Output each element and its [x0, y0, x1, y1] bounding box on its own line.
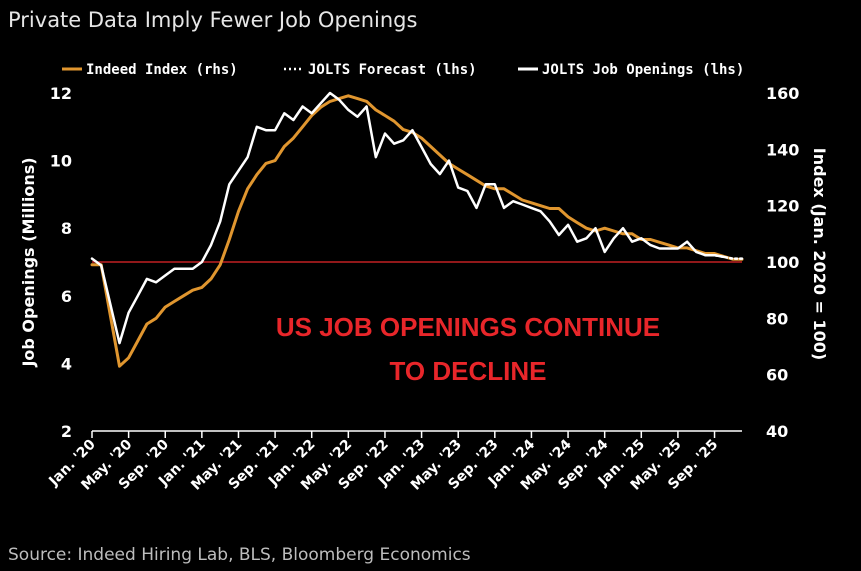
legend-label-jolts-forecast: JOLTS Forecast (lhs) [308, 62, 477, 78]
y-tick-right-label: 100 [766, 253, 799, 272]
y-tick-left-label: 10 [50, 152, 72, 171]
legend-label-indeed: Indeed Index (rhs) [86, 62, 238, 78]
series-line-jolts-openings [90, 91, 725, 345]
source-note: Source: Indeed Hiring Lab, BLS, Bloomber… [8, 545, 471, 565]
series-layer [90, 91, 744, 368]
legend: Indeed Index (rhs) JOLTS Forecast (lhs) … [62, 62, 744, 78]
y-tick-left-label: 12 [50, 84, 72, 103]
y-tick-right-label: 160 [766, 84, 799, 103]
y-tick-left-label: 2 [61, 422, 72, 441]
y-tick-right-label: 60 [766, 366, 788, 385]
legend-label-jolts-openings: JOLTS Job Openings (lhs) [542, 62, 744, 78]
y-tick-right-label: 140 [766, 140, 799, 159]
series-line-indeed [90, 94, 744, 368]
y-tick-left-label: 4 [61, 354, 72, 373]
y-axis-label-right: Index (Jan. 2020 = 100) [810, 148, 829, 360]
y-ticks-right: 40 60 80 100 120 140 160 [766, 84, 799, 441]
annotation-line-2: TO DECLINE [390, 356, 547, 386]
y-tick-right-label: 40 [766, 422, 788, 441]
annotation-line-1: US JOB OPENINGS CONTINUE [276, 312, 660, 342]
y-tick-right-label: 80 [766, 309, 788, 328]
y-tick-left-label: 8 [61, 219, 72, 238]
chart-title: Private Data Imply Fewer Job Openings [8, 8, 417, 32]
y-tick-right-label: 120 [766, 197, 799, 216]
y-ticks-left: 2 4 6 8 10 12 [50, 84, 72, 441]
y-tick-left-label: 6 [61, 287, 72, 306]
y-axis-label-left: Job Openings (Millions) [19, 157, 38, 367]
